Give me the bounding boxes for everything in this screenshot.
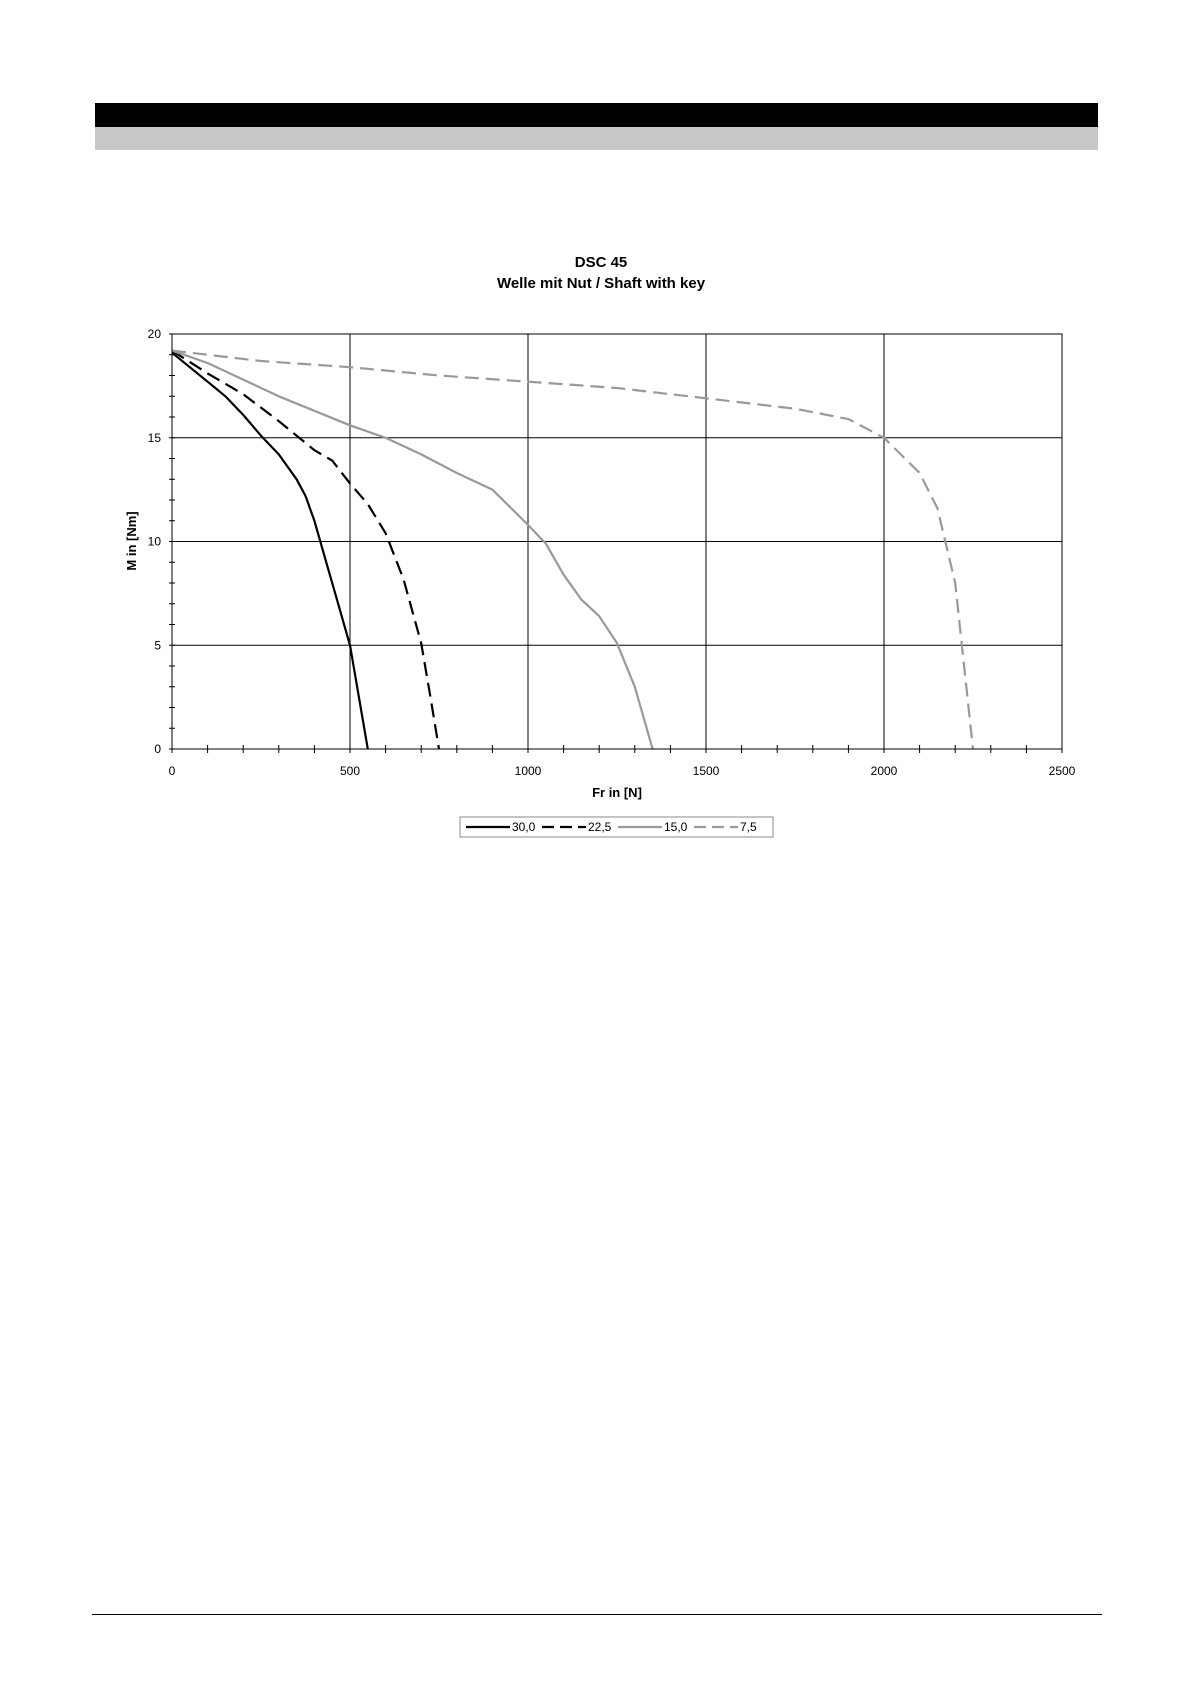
x-tick-label: 1000 [515, 764, 542, 778]
grid [171, 333, 1063, 750]
y-tick-labels: 0 5 10 15 20 [148, 327, 162, 756]
x-tick-labels: 0 500 1000 1500 2000 2500 [169, 764, 1076, 778]
y-axis-label: M in [Nm] [124, 511, 139, 570]
plot-frame [171, 333, 1063, 750]
x-tick-label: 0 [169, 764, 176, 778]
x-tick-label: 1500 [693, 764, 720, 778]
legend-label-2: 22,5 [588, 820, 612, 834]
legend-box [459, 816, 774, 838]
x-tick-label: 2000 [871, 764, 898, 778]
chart-title: DSC 45 [575, 254, 628, 271]
legend-label-3: 15,0 [664, 820, 688, 834]
chart-subtitle: Welle mit Nut / Shaft with key [497, 275, 706, 292]
y-tick-label: 15 [148, 431, 162, 445]
series-line-4 [171, 349, 975, 750]
series-line-1 [171, 351, 369, 750]
legend: 30,0 22,5 15,0 7,5 [459, 816, 774, 838]
y-tick-label: 5 [154, 638, 161, 652]
y-tick-label: 20 [148, 327, 162, 341]
series-lines [171, 349, 975, 750]
legend-label-4: 7,5 [740, 820, 757, 834]
x-tick-label: 2500 [1049, 764, 1076, 778]
x-tick-label: 500 [340, 764, 360, 778]
header-bar-black [95, 103, 1098, 127]
series-line-3 [171, 349, 654, 750]
legend-label-1: 30,0 [512, 820, 536, 834]
header-bar-grey [95, 127, 1098, 150]
x-axis-label: Fr in [N] [592, 785, 642, 800]
y-tick-label: 10 [148, 535, 162, 549]
minor-ticks [169, 333, 1063, 753]
y-tick-label: 0 [154, 742, 161, 756]
series-line-2 [171, 349, 441, 750]
footer-rule [92, 1614, 1102, 1615]
